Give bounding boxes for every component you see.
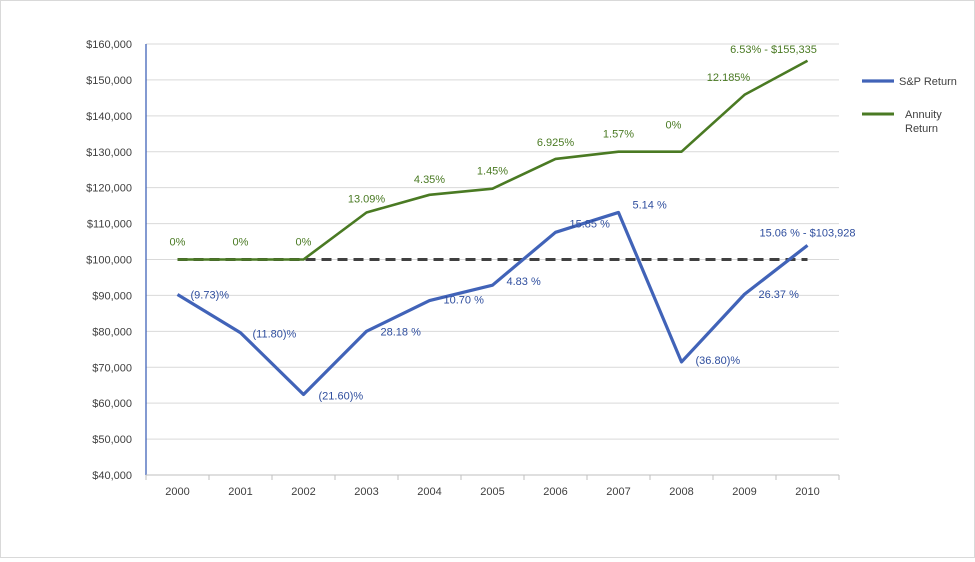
annuity-return-data-label: 1.57% <box>603 129 634 141</box>
sp-return-data-label: 15.85 % <box>570 218 611 230</box>
annuity-return-data-label: 0% <box>233 237 249 249</box>
legend-annuity-return-line: Annuity <box>905 109 942 121</box>
x-tick-label: 2008 <box>669 486 693 498</box>
x-tick-label: 2002 <box>291 486 315 498</box>
x-tick-label: 2005 <box>480 486 504 498</box>
y-tick-label: $50,000 <box>92 434 132 446</box>
annuity-return-data-label: 12.185% <box>707 72 751 84</box>
legend-annuity-return-line: Return <box>905 123 938 135</box>
annuity-return-line <box>178 61 808 260</box>
y-axis-ticks: $40,000 $50,000 $60,000 $70,000 $80,000 $90,0… <box>86 39 132 482</box>
legend-annuity-return-label: Annuity Return <box>905 109 942 135</box>
x-axis: 2000 2001 2002 2003 2004 2005 2006 2007 2008 2009… <box>146 44 839 498</box>
sp-return-data-label: (11.80)% <box>253 329 297 341</box>
legend-sp-return-label: S&P Return <box>899 76 957 88</box>
annuity-return-data-label: 13.09% <box>348 193 386 205</box>
sp-return-data-label: (9.73)% <box>191 289 230 301</box>
annuity-return-data-label: 1.45% <box>477 166 508 178</box>
x-tick-label: 2007 <box>606 486 630 498</box>
sp-return-data-label: 10.70 % <box>444 295 485 307</box>
y-tick-label: $100,000 <box>86 255 132 267</box>
annuity-return-data-label: 6.53% - $155,335 <box>730 44 817 56</box>
y-tick-label: $150,000 <box>86 75 132 87</box>
sp-return-data-label: 26.37 % <box>759 289 800 301</box>
annuity-return-data-label: 6.925% <box>537 137 575 149</box>
sp-return-data-label: (21.60)% <box>319 390 364 402</box>
x-tick-label: 2010 <box>795 486 819 498</box>
y-tick-label: $160,000 <box>86 39 132 51</box>
sp-return-data-label: 4.83 % <box>507 276 541 288</box>
y-tick-label: $40,000 <box>92 470 132 482</box>
x-tick-label: 2009 <box>732 486 756 498</box>
annuity-return-data-label: 4.35% <box>414 174 445 186</box>
y-tick-label: $110,000 <box>87 219 132 231</box>
annuity-return-data-label: 0% <box>296 237 312 249</box>
sp-return-data-label: 28.18 % <box>381 326 422 338</box>
sp-return-data-label: 15.06 % - $103,928 <box>760 227 856 239</box>
x-tick-label: 2000 <box>165 486 189 498</box>
series-lines <box>177 61 807 395</box>
x-tick-label: 2001 <box>228 486 252 498</box>
legend: S&P Return Annuity Return <box>862 76 957 135</box>
x-tick-label: 2003 <box>354 486 378 498</box>
y-tick-label: $130,000 <box>86 147 132 159</box>
sp-return-data-label: 5.14 % <box>633 199 667 211</box>
annuity-return-data-label: 0% <box>170 237 186 249</box>
y-tick-label: $120,000 <box>86 183 132 195</box>
sp-return-data-label: (36.80)% <box>696 355 741 367</box>
y-tick-label: $80,000 <box>92 326 132 338</box>
y-tick-label: $140,000 <box>86 111 132 123</box>
y-tick-label: $90,000 <box>92 290 132 302</box>
x-tick-label: 2004 <box>417 486 441 498</box>
annuity-return-data-label: 0% <box>666 120 682 132</box>
x-tick-label: 2006 <box>543 486 567 498</box>
y-tick-label: $60,000 <box>92 398 132 410</box>
y-tick-label: $70,000 <box>92 362 132 374</box>
